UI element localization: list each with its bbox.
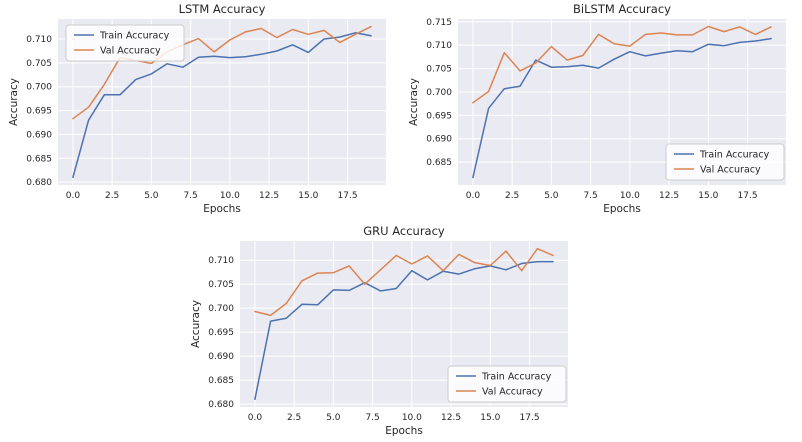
x-axis-label: Epochs (203, 203, 241, 215)
y-tick-label: 0.685 (208, 376, 234, 386)
y-tick-label: 0.705 (26, 59, 52, 69)
y-tick-label: 0.715 (426, 18, 452, 28)
x-axis-label: Epochs (385, 425, 423, 437)
x-tick-label: 2.5 (287, 413, 301, 423)
x-tick-label: 15.0 (298, 191, 318, 201)
y-tick-label: 0.700 (426, 88, 452, 98)
y-tick-label: 0.710 (426, 41, 452, 51)
legend-box (665, 143, 785, 181)
chart-gru-accuracy: GRU Accuracy Epochs Accuracy 0.0 2.5 5.0 7.5 10… (188, 224, 580, 442)
bilstm-train-line (472, 37, 772, 179)
x-tick-label: 0.0 (66, 191, 81, 201)
chart-lstm-accuracy: LSTM Accuracy Epochs Accuracy 0.0 2.5 5.0 7.5 1… (6, 2, 398, 220)
x-tick-label: 5.0 (144, 191, 159, 201)
y-tick-label: 0.695 (26, 107, 52, 117)
chart-title: GRU Accuracy (363, 224, 445, 238)
x-tick-label: 15.0 (698, 191, 718, 201)
y-tick-label: 0.685 (426, 158, 452, 168)
legend-box (65, 24, 185, 62)
x-tick-label: 10.0 (402, 413, 422, 423)
legend-box (447, 365, 567, 403)
legend-label: Val Accuracy (482, 387, 543, 398)
y-tick-label: 0.705 (208, 280, 234, 290)
x-tick-label: 2.5 (105, 191, 119, 201)
y-tick-label: 0.690 (426, 135, 452, 145)
bilstm-val-line (472, 25, 772, 104)
x-tick-label: 10.0 (620, 191, 640, 201)
x-tick-label: 5.0 (544, 191, 559, 201)
chart-bilstm-accuracy: BiLSTM Accuracy Epochs Accuracy 0.0 2.5 5.0 7.… (406, 2, 798, 220)
gru-figure: GRU Accuracy Epochs Accuracy 0.0 2.5 5.0 7.5 10… (190, 224, 568, 437)
chart-title: BiLSTM Accuracy (573, 2, 671, 16)
x-tick-label: 17.5 (738, 191, 758, 201)
legend-label: Val Accuracy (700, 165, 761, 176)
legend-label: Train Accuracy (699, 150, 770, 161)
lstm-figure: LSTM Accuracy Epochs Accuracy 0.0 2.5 5.0 7.5 1… (8, 2, 386, 215)
y-tick-label: 0.685 (26, 154, 52, 164)
x-tick-label: 15.0 (480, 413, 500, 423)
x-tick-label: 7.5 (365, 413, 379, 423)
y-tick-label: 0.710 (26, 35, 52, 45)
x-axis-label: Epochs (603, 203, 641, 215)
x-tick-label: 17.5 (338, 191, 358, 201)
y-tick-label: 0.690 (208, 352, 234, 362)
x-tick-label: 5.0 (326, 413, 341, 423)
y-tick-label: 0.700 (208, 304, 234, 314)
y-tick-label: 0.695 (426, 111, 452, 121)
legend: Train Accuracy Val Accuracy (665, 143, 785, 181)
y-tick-label: 0.690 (26, 130, 52, 140)
gru-train-line (254, 260, 554, 401)
x-tick-label: 17.5 (520, 413, 540, 423)
x-tick-label: 7.5 (583, 191, 597, 201)
x-tick-label: 12.5 (659, 191, 679, 201)
legend: Train Accuracy Val Accuracy (447, 365, 567, 403)
x-tick-label: 12.5 (441, 413, 461, 423)
y-tick-label: 0.700 (26, 83, 52, 93)
y-tick-label: 0.710 (208, 256, 234, 266)
x-tick-label: 0.0 (466, 191, 481, 201)
x-tick-label: 7.5 (183, 191, 197, 201)
y-axis-label: Accuracy (8, 78, 20, 126)
x-tick-label: 0.0 (248, 413, 263, 423)
x-tick-label: 2.5 (505, 191, 519, 201)
legend-label: Train Accuracy (99, 31, 170, 42)
lstm-train-line (72, 32, 372, 179)
y-tick-label: 0.680 (26, 178, 52, 188)
x-tick-label: 10.0 (220, 191, 240, 201)
legend-label: Val Accuracy (100, 46, 161, 57)
chart-title: LSTM Accuracy (179, 2, 266, 16)
y-axis-label: Accuracy (190, 300, 202, 348)
y-tick-label: 0.680 (208, 400, 234, 410)
x-tick-label: 12.5 (259, 191, 279, 201)
y-tick-label: 0.695 (208, 328, 234, 338)
y-axis-label: Accuracy (408, 78, 420, 126)
bilstm-figure: BiLSTM Accuracy Epochs Accuracy 0.0 2.5 5.0 7.… (408, 2, 786, 215)
legend-label: Train Accuracy (481, 372, 552, 383)
gru-val-line (254, 247, 554, 317)
y-tick-label: 0.705 (426, 65, 452, 75)
legend: Train Accuracy Val Accuracy (65, 24, 185, 62)
